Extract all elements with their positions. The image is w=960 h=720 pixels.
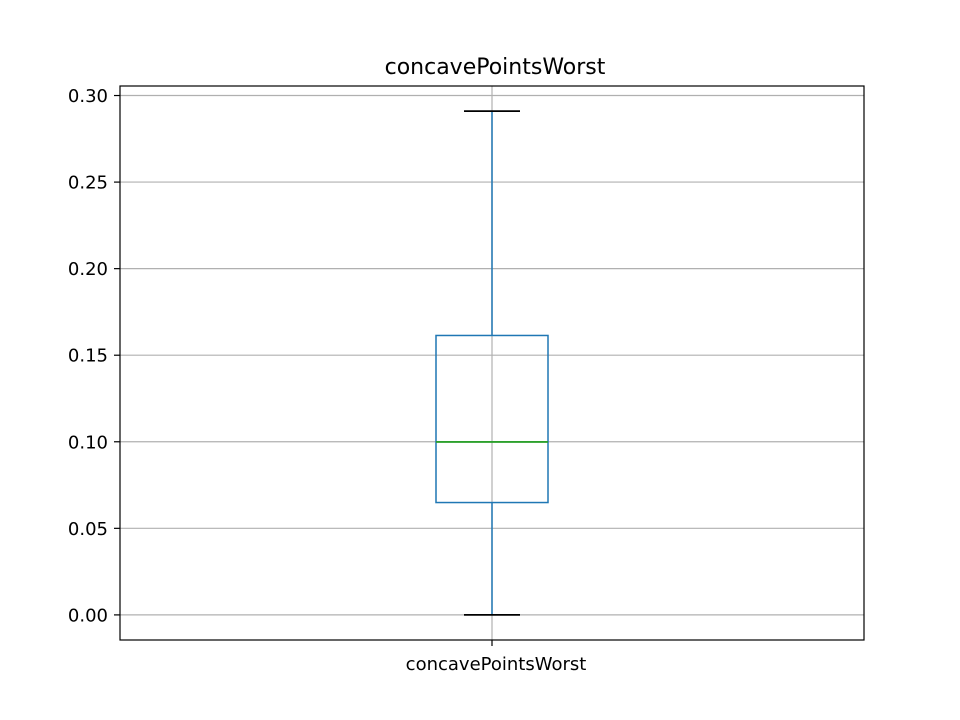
y-tick-label: 0.05 <box>68 519 108 540</box>
y-tick-label: 0.15 <box>68 346 108 367</box>
tick-layer: 0.00 0.05 0.10 0.15 0.20 0.25 0.30 concavePoint… <box>68 86 586 675</box>
y-tick-label: 0.10 <box>68 432 108 453</box>
iqr-box <box>435 334 549 504</box>
y-tick-label: 0.00 <box>68 605 108 626</box>
chart-title: concavePointsWorst <box>385 55 606 80</box>
y-tick-label: 0.20 <box>68 259 108 280</box>
x-tick-label: concavePointsWorst <box>406 654 587 675</box>
y-tick-label: 0.30 <box>68 86 108 107</box>
y-tick-label: 0.25 <box>68 173 108 194</box>
box-layer <box>435 110 549 616</box>
